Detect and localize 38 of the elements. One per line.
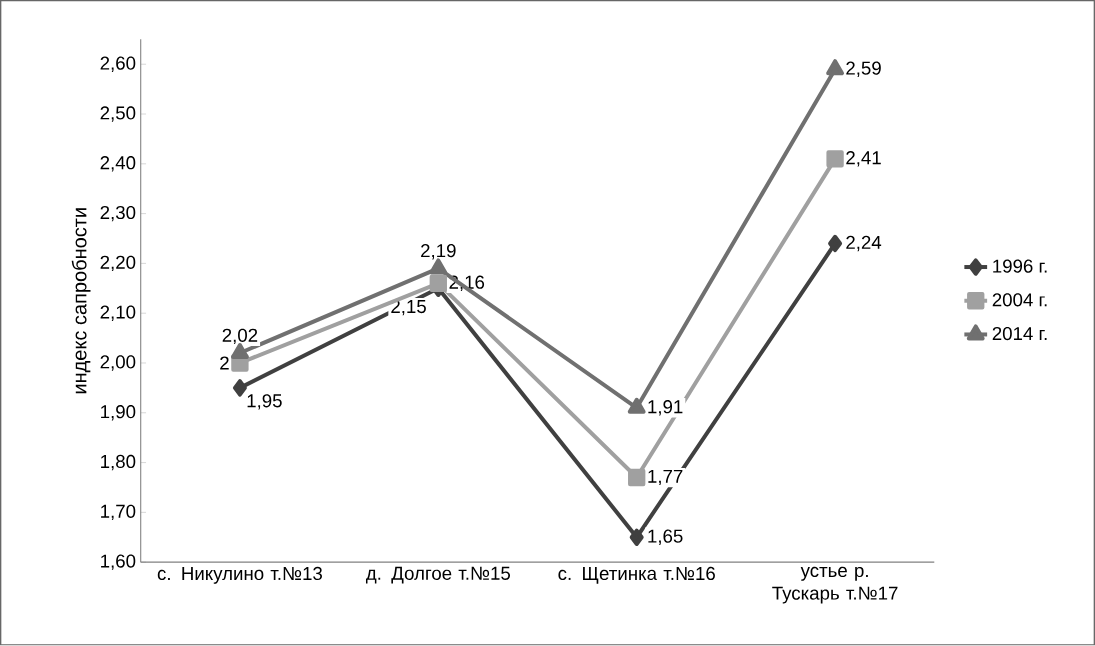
data-label: 2,02 bbox=[222, 328, 258, 345]
y-tick-label: 1,60 bbox=[101, 554, 136, 571]
x-tick-label: с. Щетинка т.№16 bbox=[558, 567, 715, 584]
data-label: 1,77 bbox=[648, 470, 683, 486]
y-tick-label: 2,30 bbox=[100, 206, 136, 222]
y-tick-label: 1,70 bbox=[101, 504, 136, 521]
data-label: 2,19 bbox=[421, 244, 456, 260]
point bbox=[826, 59, 845, 76]
point bbox=[230, 343, 249, 360]
y-tick-label: 2,00 bbox=[100, 355, 136, 371]
legend-label: 1996 г. bbox=[993, 259, 1047, 273]
y-tick-label: 2,20 bbox=[100, 255, 136, 272]
legend-label: 2014 г. bbox=[992, 327, 1047, 341]
point bbox=[629, 528, 644, 547]
data-label: 1,95 bbox=[247, 394, 282, 410]
y-tick-label: 2,60 bbox=[100, 56, 136, 73]
y-axis-title: индекс сапробности bbox=[71, 208, 91, 394]
point bbox=[232, 379, 247, 397]
x-tick-label: д. Долгое т.№15 bbox=[365, 567, 511, 584]
point bbox=[429, 274, 447, 293]
x-tick-label: с. Никулино т.№13 bbox=[157, 567, 322, 585]
y-tick-label: 2,10 bbox=[100, 305, 136, 322]
data-label: 2,41 bbox=[846, 151, 881, 167]
y-tick-label: 1,80 bbox=[101, 455, 136, 471]
legend-label: 2004 г. bbox=[992, 293, 1047, 307]
data-label: 1,91 bbox=[648, 400, 683, 416]
y-tick-label: 2,40 bbox=[100, 156, 136, 172]
data-label: 2,59 bbox=[846, 61, 881, 78]
point bbox=[826, 150, 844, 168]
data-label: 1,65 bbox=[648, 529, 683, 546]
y-tick-label: 2,50 bbox=[100, 106, 136, 122]
data-label: 2,24 bbox=[846, 235, 882, 252]
point bbox=[628, 469, 646, 487]
point bbox=[828, 235, 843, 253]
point bbox=[627, 398, 646, 415]
x-tick-label: устье р. Тускарь т.№17 bbox=[772, 567, 898, 604]
y-tick-label: 1,90 bbox=[101, 405, 136, 421]
data-label: 2 bbox=[220, 356, 229, 370]
